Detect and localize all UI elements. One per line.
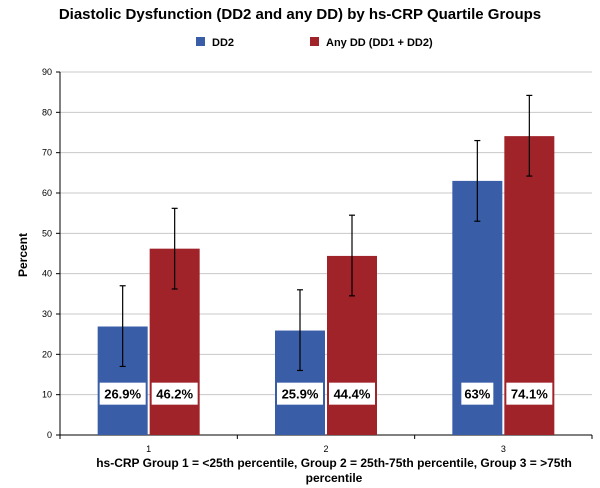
data-label-box [277,382,323,405]
legend-swatch [196,37,205,46]
data-label: 25.9% [282,387,319,402]
y-tick-label: 90 [42,67,52,77]
data-label-box [461,382,494,405]
x-tick-label: 1 [146,444,151,454]
data-label-box [99,382,146,405]
chart-title: Diastolic Dysfunction (DD2 and any DD) b… [58,6,542,23]
y-axis-label: Percent [16,232,30,278]
y-tick-label: 60 [42,188,52,198]
legend-label: Any DD (DD1 + DD2) [326,37,433,49]
data-label-box [506,382,553,405]
data-label: 44.4% [334,387,371,402]
y-tick-label: 50 [42,228,52,238]
data-label: 26.9% [104,387,141,402]
y-tick-label: 80 [42,107,52,117]
y-tick-label: 30 [42,309,52,319]
data-label: 46.2% [156,387,193,402]
data-label: 63% [464,387,490,402]
data-label-box [329,382,375,405]
data-label-box [151,382,198,405]
y-tick-label: 70 [42,148,52,158]
legend-label: DD2 [212,37,234,49]
x-tick-label: 2 [323,444,328,454]
y-tick-label: 20 [42,349,52,359]
y-tick-label: 40 [42,269,52,279]
legend-swatch [310,37,319,46]
y-tick-label: 0 [47,430,52,440]
x-tick-label: 3 [501,444,506,454]
y-tick-label: 10 [42,390,52,400]
data-label: 74.1% [511,387,548,402]
x-axis-label: hs-CRP Group 1 = <25th percentile, Group… [96,456,572,485]
